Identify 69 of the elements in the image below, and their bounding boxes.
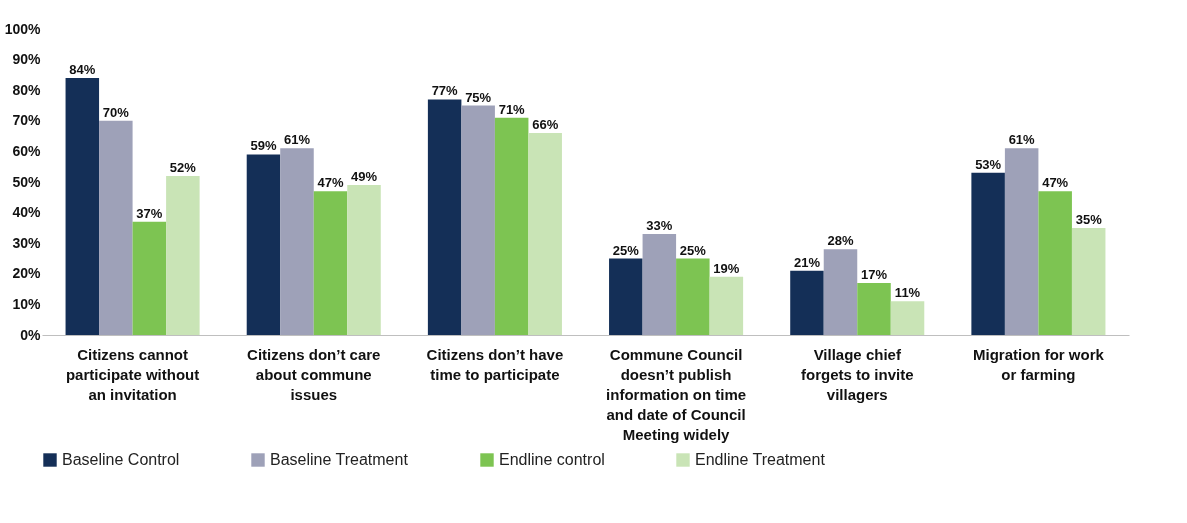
text: 47% — [317, 175, 344, 191]
bar — [427, 99, 462, 335]
bar — [890, 301, 925, 335]
bar — [313, 191, 348, 335]
text: 19% — [713, 260, 740, 276]
y-tick-label: 50% — [12, 173, 42, 190]
text: 47% — [1042, 175, 1069, 191]
bar — [65, 77, 100, 335]
text: 35% — [1075, 211, 1102, 227]
y-tick-label: 40% — [12, 204, 42, 221]
bar — [790, 270, 824, 335]
bar — [676, 258, 710, 335]
y-tick-label: 60% — [12, 142, 42, 159]
bar — [709, 276, 744, 335]
bar — [166, 175, 200, 335]
text: 70% — [102, 104, 129, 120]
text: 71% — [498, 101, 525, 117]
text: 59% — [250, 138, 277, 154]
x-tick-label: Migration for work or farming — [972, 345, 1105, 383]
bar — [494, 117, 529, 335]
y-tick-label: 20% — [12, 265, 42, 282]
text: 77% — [431, 83, 458, 99]
text: 49% — [351, 169, 378, 185]
legend-label: Baseline Control — [62, 451, 180, 468]
bar — [1004, 148, 1039, 335]
x-tick-label: Village chief forgets to invite villagers — [800, 345, 914, 403]
x-tick-label: Citizens don’t care about commune issues — [247, 345, 381, 403]
text: 28% — [827, 233, 854, 249]
text: 33% — [646, 218, 673, 234]
text: 25% — [612, 242, 639, 258]
x-tick-label: Citizens don’t have time to participate — [426, 345, 564, 383]
legend-label: Endline Treatment — [695, 451, 826, 468]
bar — [246, 154, 281, 335]
text: 11% — [894, 285, 921, 301]
bar — [857, 282, 891, 335]
legend-label: Endline control — [499, 451, 605, 468]
x-tick-label: Citizens cannot participate without an invitation — [65, 345, 200, 403]
bar — [609, 258, 643, 335]
bar — [280, 148, 314, 335]
text: 17% — [860, 266, 888, 282]
text: 53% — [975, 156, 1002, 172]
bar — [642, 234, 677, 335]
y-tick-label: 100% — [4, 20, 42, 37]
legend-label: Baseline Treatment — [270, 451, 409, 468]
y-tick-label: 90% — [12, 51, 42, 68]
text: 66% — [532, 117, 559, 133]
y-tick-label: 30% — [12, 234, 42, 251]
y-tick-label: 80% — [12, 81, 42, 98]
y-tick-label: 0% — [20, 326, 42, 343]
bar — [132, 221, 167, 335]
x-tick-label: Commune Council doesn’t publish information on time and date of Council Meeting widely — [606, 345, 747, 443]
bar — [99, 120, 133, 335]
bar — [528, 133, 562, 335]
text: 37% — [136, 205, 163, 221]
y-tick-label: 10% — [12, 295, 42, 312]
bar — [347, 185, 381, 335]
bar — [823, 249, 858, 335]
bar — [1038, 191, 1072, 335]
bar — [461, 105, 495, 335]
y-tick-label: 70% — [12, 112, 42, 129]
bar — [1071, 227, 1106, 335]
text: 61% — [283, 132, 311, 148]
text: 84% — [69, 61, 96, 77]
text: 75% — [465, 89, 492, 105]
bar — [971, 172, 1005, 335]
text: 21% — [793, 254, 820, 270]
text: 61% — [1008, 132, 1035, 148]
text: 25% — [679, 242, 706, 258]
text: 52% — [169, 159, 196, 175]
